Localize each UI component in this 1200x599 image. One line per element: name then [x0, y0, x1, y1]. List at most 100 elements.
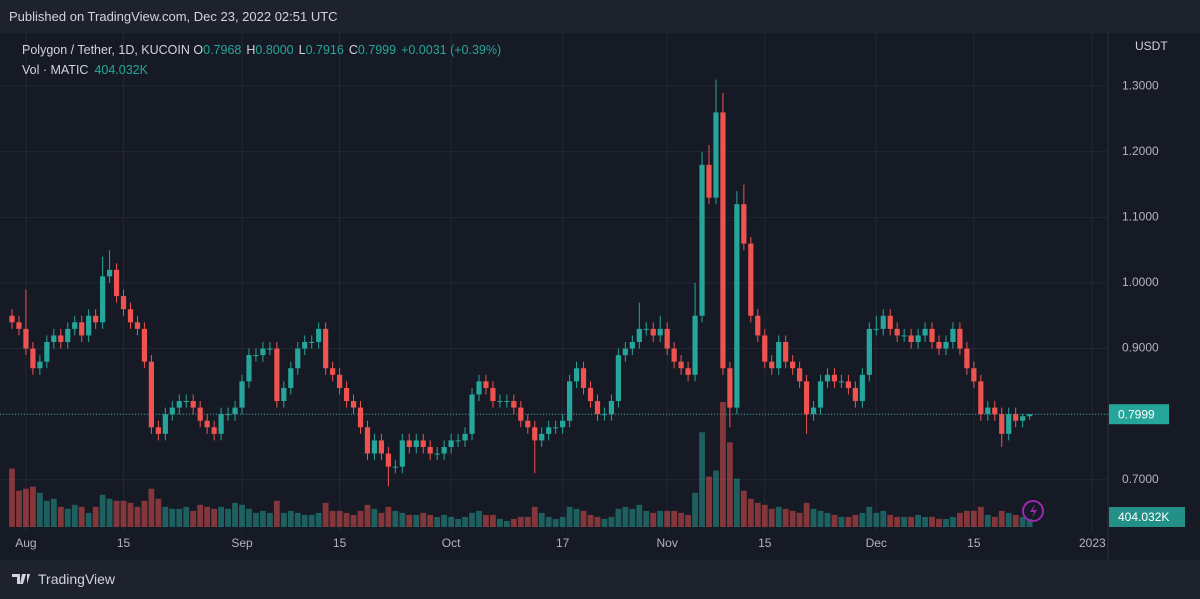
candle-body: [797, 368, 803, 382]
candle-body: [134, 322, 141, 329]
volume-bar: [9, 468, 15, 527]
candle-body: [539, 433, 545, 441]
candle-body: [852, 387, 858, 402]
volume-bar: [671, 510, 678, 527]
candle-body: [260, 348, 266, 356]
volume-bar: [141, 500, 148, 527]
volume-bar: [239, 504, 245, 527]
candle-body: [267, 348, 273, 350]
candle-body: [790, 361, 796, 369]
volume-bar: [873, 512, 880, 527]
volume-bar: [887, 514, 894, 527]
candle-body: [908, 335, 914, 342]
volume-bar: [134, 506, 141, 527]
candle-body: [776, 341, 782, 369]
volume-bar: [357, 510, 364, 527]
volume-bar: [260, 510, 266, 527]
x-tick-label: Dec: [866, 536, 887, 550]
last-price-badge: [1109, 404, 1169, 425]
alert-icon[interactable]: [1022, 500, 1044, 522]
candle-body: [845, 381, 851, 388]
candle-body: [992, 407, 998, 415]
volume-bar: [92, 506, 99, 527]
volume-bar: [497, 518, 503, 527]
volume-bar: [364, 504, 371, 527]
candle-body: [678, 361, 684, 369]
volume-bar: [329, 510, 336, 527]
candle-body: [295, 348, 301, 369]
candle-body: [44, 341, 50, 362]
candle-body: [803, 381, 810, 415]
volume-bar: [950, 516, 956, 527]
candle-body: [971, 368, 977, 382]
candle-body: [413, 440, 419, 447]
volume-bar: [678, 512, 685, 527]
y-tick-label: 1.0000: [1122, 275, 1159, 289]
candle-body: [239, 381, 245, 408]
x-tick-label: Sep: [231, 536, 253, 550]
volume-bar: [587, 514, 594, 527]
candle-body: [894, 328, 900, 336]
ohlc-values: O0.7968 H0.8000 L0.7916 C0.7999: [193, 43, 401, 57]
volume-layer: [9, 402, 1033, 527]
volume-bar: [225, 508, 231, 527]
volume-bar: [483, 514, 489, 527]
volume-bar: [789, 510, 796, 527]
brand[interactable]: TradingView: [38, 571, 116, 587]
candle-body: [1027, 414, 1033, 417]
candle-body: [86, 315, 92, 336]
candle-body: [120, 296, 127, 310]
y-tick-label: 1.1000: [1122, 210, 1159, 224]
candle-body: [622, 348, 628, 356]
candle-body: [706, 164, 712, 198]
candle-body: [330, 368, 336, 375]
volume-bar: [699, 432, 705, 527]
candle-body: [727, 368, 733, 408]
volume-bar: [727, 442, 733, 527]
candle-body: [427, 446, 433, 454]
volume-bar: [538, 512, 545, 527]
volume-bar: [343, 512, 350, 527]
candle-body: [385, 453, 391, 467]
candle-body: [594, 401, 601, 415]
candle-body: [72, 322, 78, 329]
volume-bar: [169, 508, 176, 527]
volume-bar: [503, 520, 510, 527]
volume-bar: [957, 512, 963, 527]
volume-bar: [929, 516, 935, 527]
candle-body: [769, 361, 775, 369]
volume-bar: [622, 506, 629, 527]
candle-body: [601, 414, 608, 416]
volume-bar: [113, 500, 120, 527]
volume-bar: [706, 476, 712, 527]
candle-body: [281, 387, 287, 402]
candle-body: [309, 341, 315, 343]
candle-body: [392, 466, 398, 468]
candle-body: [9, 315, 15, 323]
candle-body: [434, 453, 440, 455]
published-note: Published on TradingView.com, Dec 23, 20…: [9, 9, 338, 24]
candle-body: [567, 381, 573, 421]
volume-bar: [894, 516, 901, 527]
candle-body: [999, 414, 1005, 434]
candle-body: [922, 328, 928, 336]
ohlc-key: C: [348, 43, 358, 57]
y-axis-label: USDT: [1135, 39, 1168, 53]
volume-bar: [490, 514, 496, 527]
volume-bar: [943, 518, 949, 527]
candle-body: [1006, 414, 1012, 434]
candle-body: [573, 368, 580, 382]
last-price-label: 0.7999: [1118, 407, 1155, 421]
candle-body: [636, 328, 642, 342]
volume-bar: [246, 508, 252, 527]
candle-body: [176, 401, 182, 408]
candle-body: [197, 407, 203, 421]
y-tick-label: 0.9000: [1122, 341, 1159, 355]
candle-body: [420, 440, 426, 447]
candle-body: [650, 328, 656, 336]
candle-body: [155, 427, 161, 434]
x-tick-label: 15: [333, 536, 347, 550]
candle-body: [525, 420, 531, 428]
candle-body: [190, 401, 196, 408]
